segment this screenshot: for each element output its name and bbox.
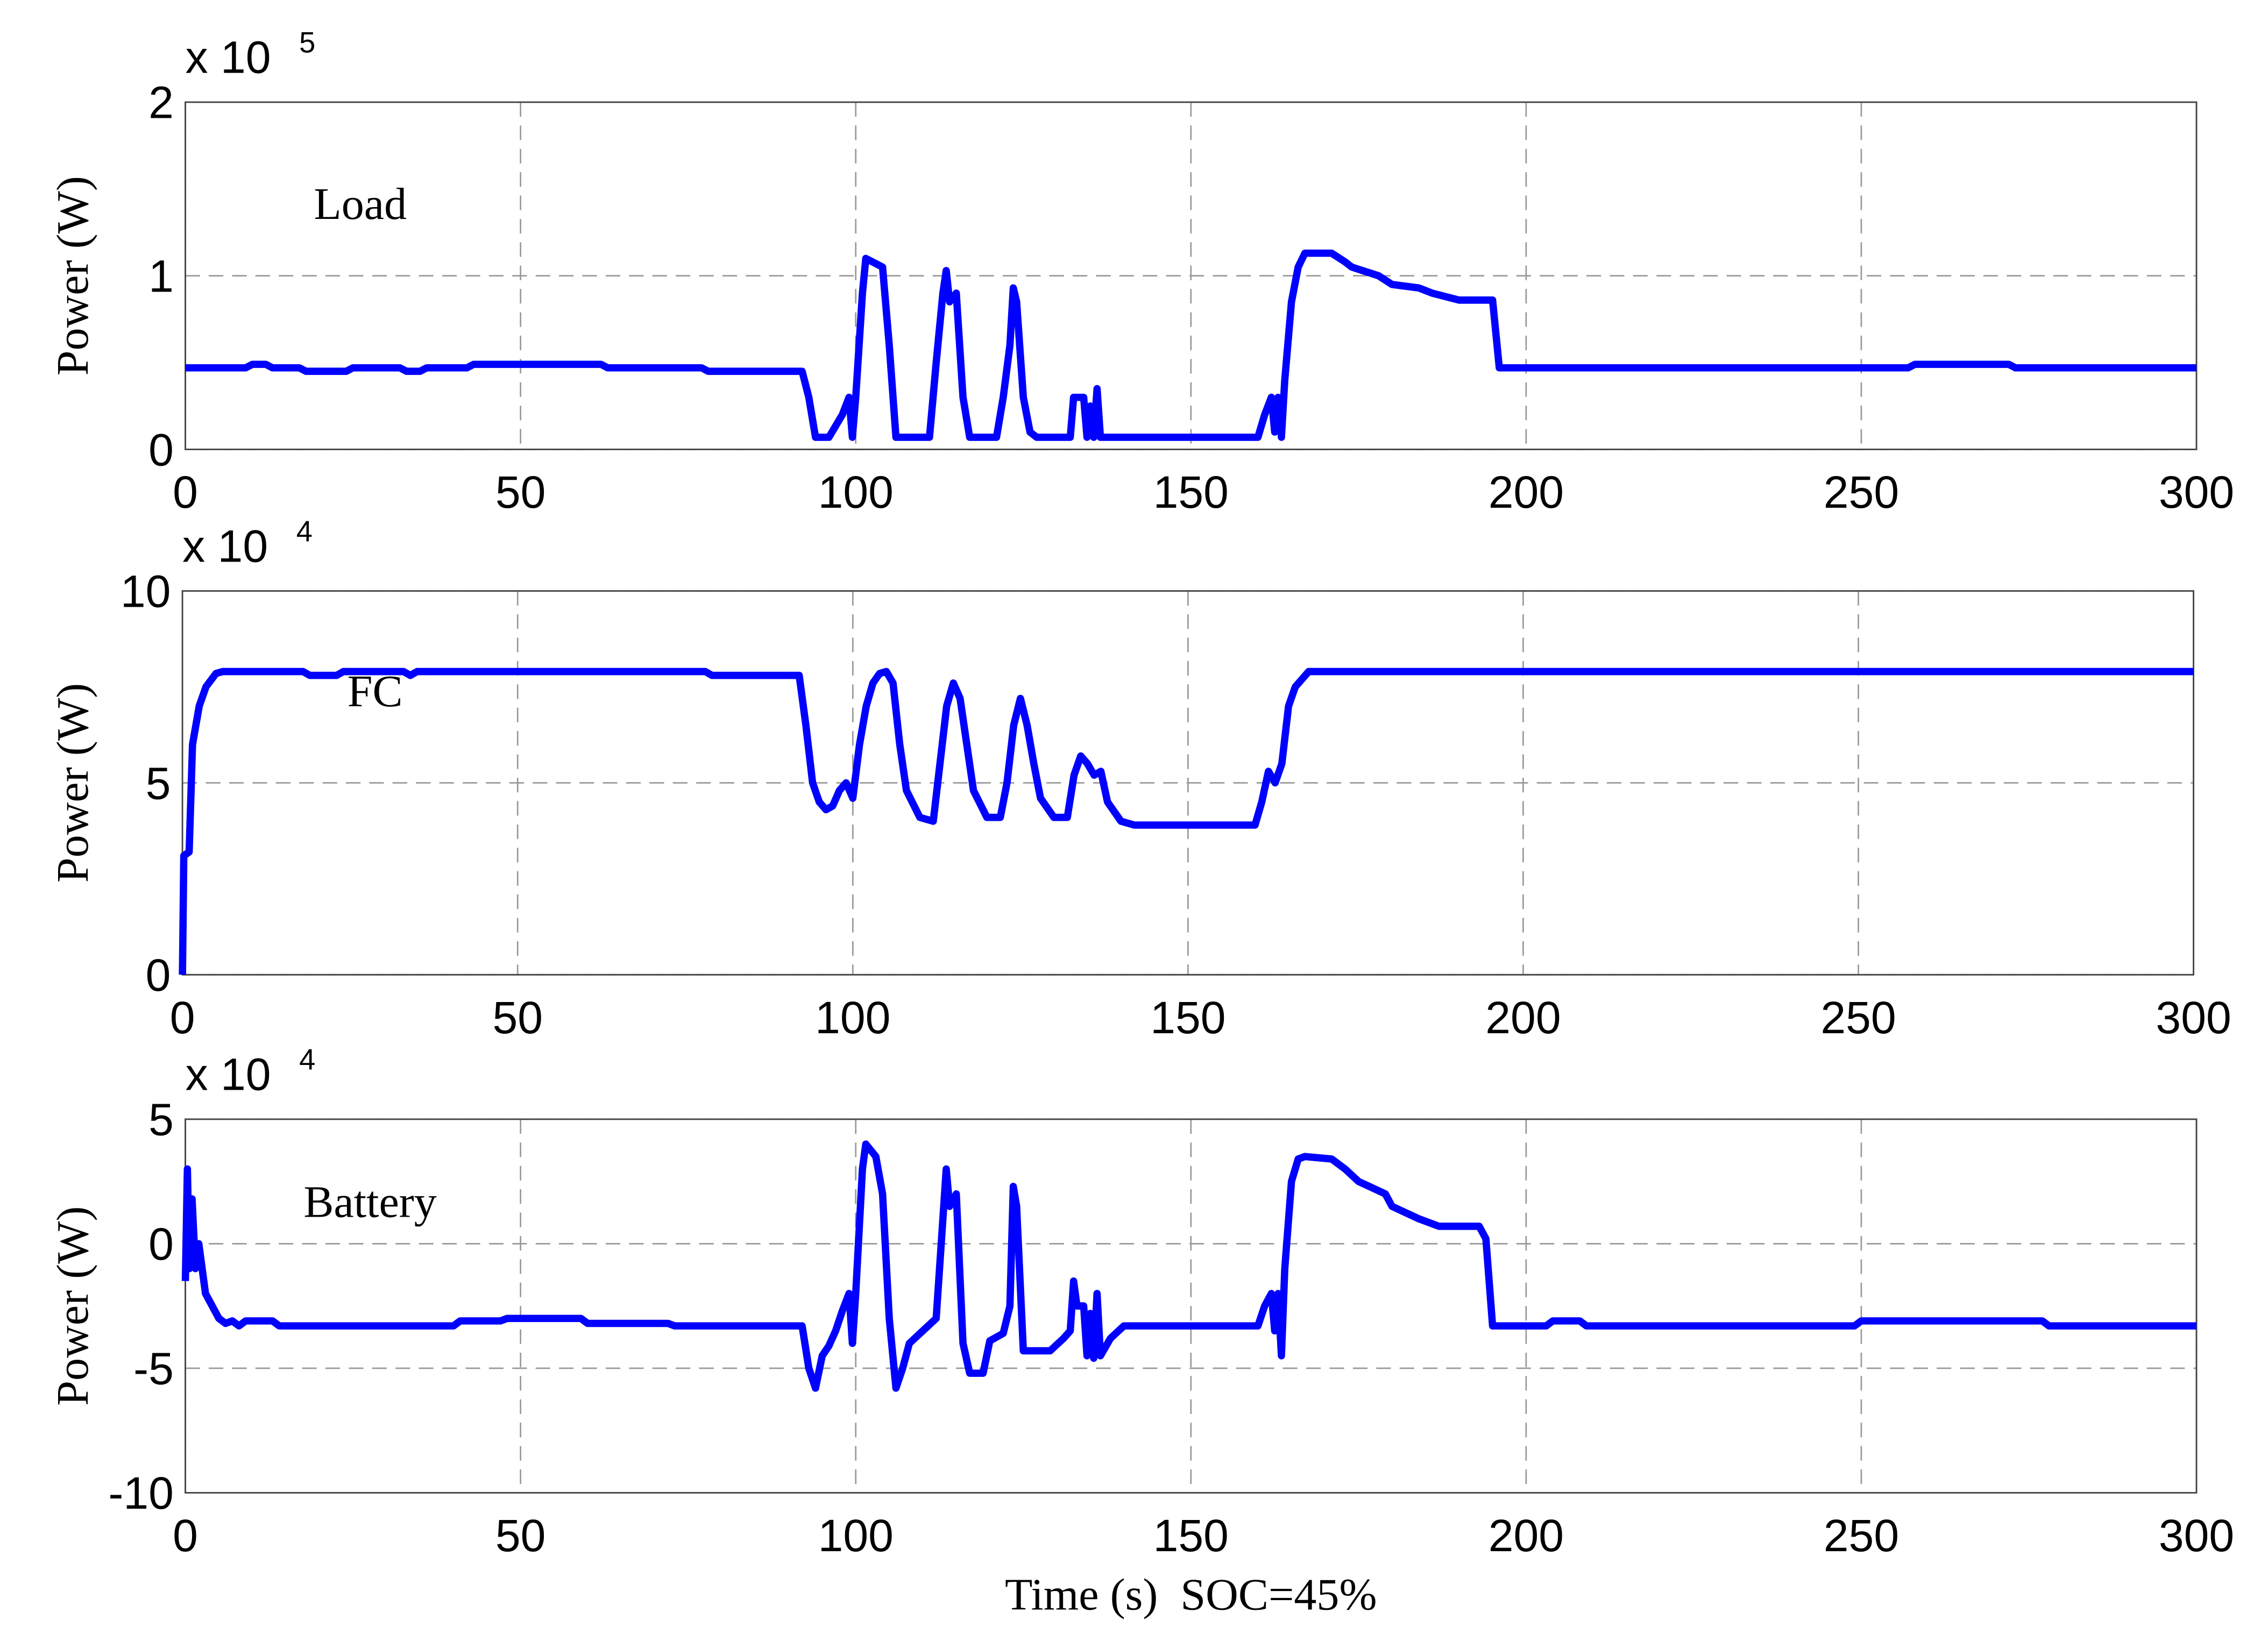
x-tick-label: 0 (173, 1510, 198, 1561)
y-tick-label: 0 (148, 424, 174, 475)
y-tick-label: 0 (148, 1219, 174, 1269)
x-tick-label: 150 (1150, 992, 1225, 1043)
data-line (181, 1140, 2197, 1392)
x-tick-label: 300 (2156, 992, 2231, 1043)
axis-multiplier: x 10 (182, 521, 268, 571)
x-tick-label: 0 (170, 992, 195, 1043)
x-tick-label: 200 (1489, 1510, 1564, 1561)
annotation: Load (314, 179, 407, 229)
x-tick-label: 150 (1153, 467, 1229, 517)
y-tick-label: 5 (148, 1095, 174, 1145)
axis-exponent: 5 (299, 27, 315, 59)
x-tick-label: 300 (2159, 1510, 2234, 1561)
annotation: FC (348, 666, 403, 716)
axis-multiplier: x 10 (186, 1049, 271, 1100)
y-tick-label: 5 (146, 758, 171, 808)
x-tick-label: 200 (1489, 467, 1564, 517)
plot-frame (185, 101, 2198, 450)
x-tick-label: 100 (815, 992, 890, 1043)
x-tick-label: 50 (495, 467, 546, 517)
y-axis-label: Power (W) (48, 1206, 98, 1405)
axis-exponent: 4 (296, 516, 313, 548)
annotation: Battery (303, 1177, 437, 1227)
y-tick-label: 0 (146, 950, 171, 1000)
x-axis-label: Time (s) SOC=45% (1005, 1569, 1377, 1619)
data-line (185, 249, 2197, 441)
plot-frame (185, 1118, 2198, 1494)
x-tick-label: 300 (2159, 467, 2234, 517)
x-tick-label: 100 (818, 467, 894, 517)
x-tick-label: 150 (1153, 1510, 1229, 1561)
x-tick-label: 0 (173, 467, 198, 517)
x-tick-label: 200 (1485, 992, 1561, 1043)
x-tick-label: 250 (1824, 467, 1899, 517)
x-tick-label: 250 (1820, 992, 1896, 1043)
y-axis-label: Power (W) (48, 176, 98, 375)
data-line (179, 667, 2194, 975)
axis-exponent: 4 (299, 1044, 315, 1076)
x-tick-label: 100 (818, 1510, 894, 1561)
x-tick-label: 50 (492, 992, 543, 1043)
x-tick-label: 250 (1824, 1510, 1899, 1561)
y-tick-label: 1 (148, 251, 174, 302)
y-tick-label: 2 (148, 77, 174, 128)
y-tick-label: -5 (133, 1344, 174, 1394)
axis-multiplier: x 10 (186, 32, 271, 83)
y-tick-label: 10 (121, 566, 171, 617)
x-tick-label: 50 (495, 1510, 546, 1561)
y-axis-label: Power (W) (48, 683, 98, 883)
y-tick-label: -10 (108, 1468, 174, 1518)
plot-frame (181, 590, 2194, 976)
